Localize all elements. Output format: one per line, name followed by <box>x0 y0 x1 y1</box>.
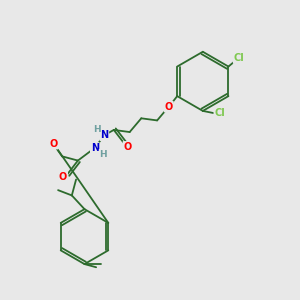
Text: O: O <box>123 142 132 152</box>
Text: H: H <box>93 125 101 134</box>
Text: H: H <box>99 150 107 159</box>
Text: O: O <box>50 139 58 149</box>
Text: O: O <box>59 172 67 182</box>
Text: N: N <box>100 130 108 140</box>
Text: N: N <box>91 143 99 153</box>
Text: Cl: Cl <box>214 108 225 118</box>
Text: Cl: Cl <box>234 53 244 63</box>
Text: O: O <box>165 102 173 112</box>
